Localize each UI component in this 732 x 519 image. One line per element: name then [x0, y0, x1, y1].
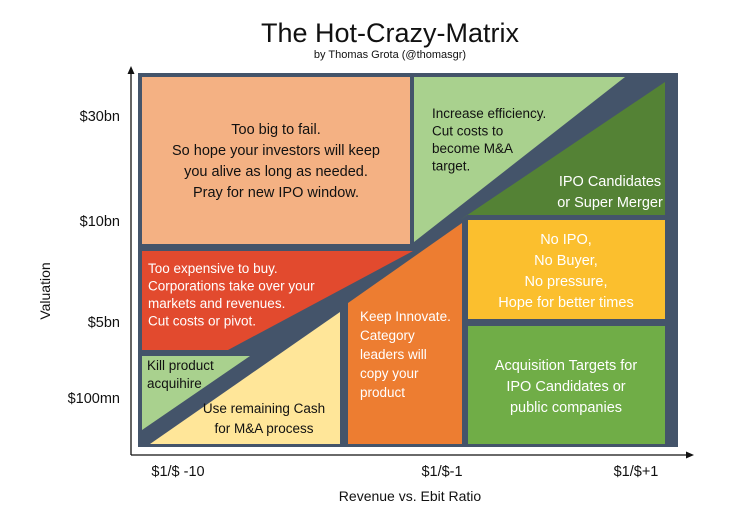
x-tick-label: $1/$ -10: [151, 464, 204, 480]
region-keep-innovate-text: Keep Innovate. Category leaders will copy y…: [360, 309, 451, 400]
x-axis-arrow-icon: [686, 451, 694, 459]
region-kill-product: [142, 356, 250, 430]
region-too-big: [142, 77, 410, 244]
region-text-line: public companies: [510, 400, 622, 416]
region-text-line: Hope for better times: [498, 295, 633, 311]
region-text-line: IPO Candidates: [559, 174, 661, 190]
region-too-expensive-text: Too expensive to buy. Corporations take o…: [148, 261, 315, 329]
region-text-line: No IPO,: [540, 232, 592, 248]
region-text-line: Kill product: [147, 358, 214, 373]
y-tick-label: $100mn: [68, 391, 120, 407]
region-text-line: markets and revenues.: [148, 296, 285, 311]
y-axis-arrow-icon: [127, 66, 135, 74]
y-tick-label: $5bn: [88, 315, 120, 331]
region-acquisition-targets: [468, 326, 665, 444]
y-tick-label: $10bn: [80, 214, 120, 230]
region-text-line: target.: [432, 159, 470, 174]
diagram-title: The Hot-Crazy-Matrix: [261, 18, 520, 48]
region-keep-innovate: [348, 223, 462, 444]
region-text-line: Corporations take over your: [148, 279, 315, 294]
region-text-line: IPO Candidates or: [506, 379, 625, 395]
region-remaining-cash-text: Use remaining Cash for M&A process: [203, 401, 325, 436]
region-kill-product-text: Kill product acquihire: [147, 358, 214, 391]
region-text-line: copy your: [360, 366, 419, 381]
region-text-line: Too expensive to buy.: [148, 261, 278, 276]
region-ipo-candidates: [460, 82, 665, 220]
diagram-subtitle: by Thomas Grota (@thomasgr): [314, 49, 466, 61]
region-text-line: No Buyer,: [534, 253, 598, 269]
region-text-line: leaders will: [360, 347, 427, 362]
x-axis-label: Revenue vs. Ebit Ratio: [339, 488, 482, 504]
region-no-ipo: [468, 220, 665, 319]
region-ipo-candidates-text: IPO Candidates or Super Merger: [557, 174, 663, 211]
region-text-line: product: [360, 385, 405, 400]
region-text-line: Cut costs to: [432, 124, 503, 139]
region-text-line: acquihire: [147, 376, 202, 391]
region-remaining-cash: [150, 312, 340, 444]
region-text-line: No pressure,: [524, 274, 607, 290]
region-efficiency-text: Increase efficiency. Cut costs to become M…: [432, 106, 546, 174]
y-axis-label: Valuation: [37, 262, 53, 319]
region-too-expensive: [142, 251, 413, 350]
region-text-line: you alive as long as needed.: [184, 164, 368, 180]
region-text-line: become M&A: [432, 141, 513, 156]
region-text-line: Cut costs or pivot.: [148, 314, 256, 329]
region-acquisition-targets-text: Acquisition Targets for IPO Candidates or…: [495, 358, 638, 416]
region-text-line: Category: [360, 328, 415, 343]
y-tick-label: $30bn: [80, 109, 120, 125]
region-text-line: So hope your investors will keep: [172, 143, 380, 159]
region-text-line: Use remaining Cash: [203, 401, 325, 416]
region-no-ipo-text: No IPO, No Buyer, No pressure, Hope for bet…: [498, 232, 633, 311]
region-text-line: Pray for new IPO window.: [193, 185, 359, 201]
region-efficiency: [414, 77, 625, 242]
axes: [127, 66, 694, 459]
region-text-line: Acquisition Targets for: [495, 358, 638, 374]
x-tick-label: $1/$+1: [614, 464, 659, 480]
region-text-line: Increase efficiency.: [432, 106, 546, 121]
x-tick-label: $1/$-1: [421, 464, 462, 480]
region-text-line: Too big to fail.: [231, 122, 320, 138]
region-text-line: for M&A process: [214, 421, 313, 436]
matrix-regions: [142, 77, 665, 444]
region-too-big-text: Too big to fail. So hope your investors w…: [172, 122, 380, 201]
region-text-line: or Super Merger: [557, 195, 663, 211]
region-text-line: Keep Innovate.: [360, 309, 451, 324]
